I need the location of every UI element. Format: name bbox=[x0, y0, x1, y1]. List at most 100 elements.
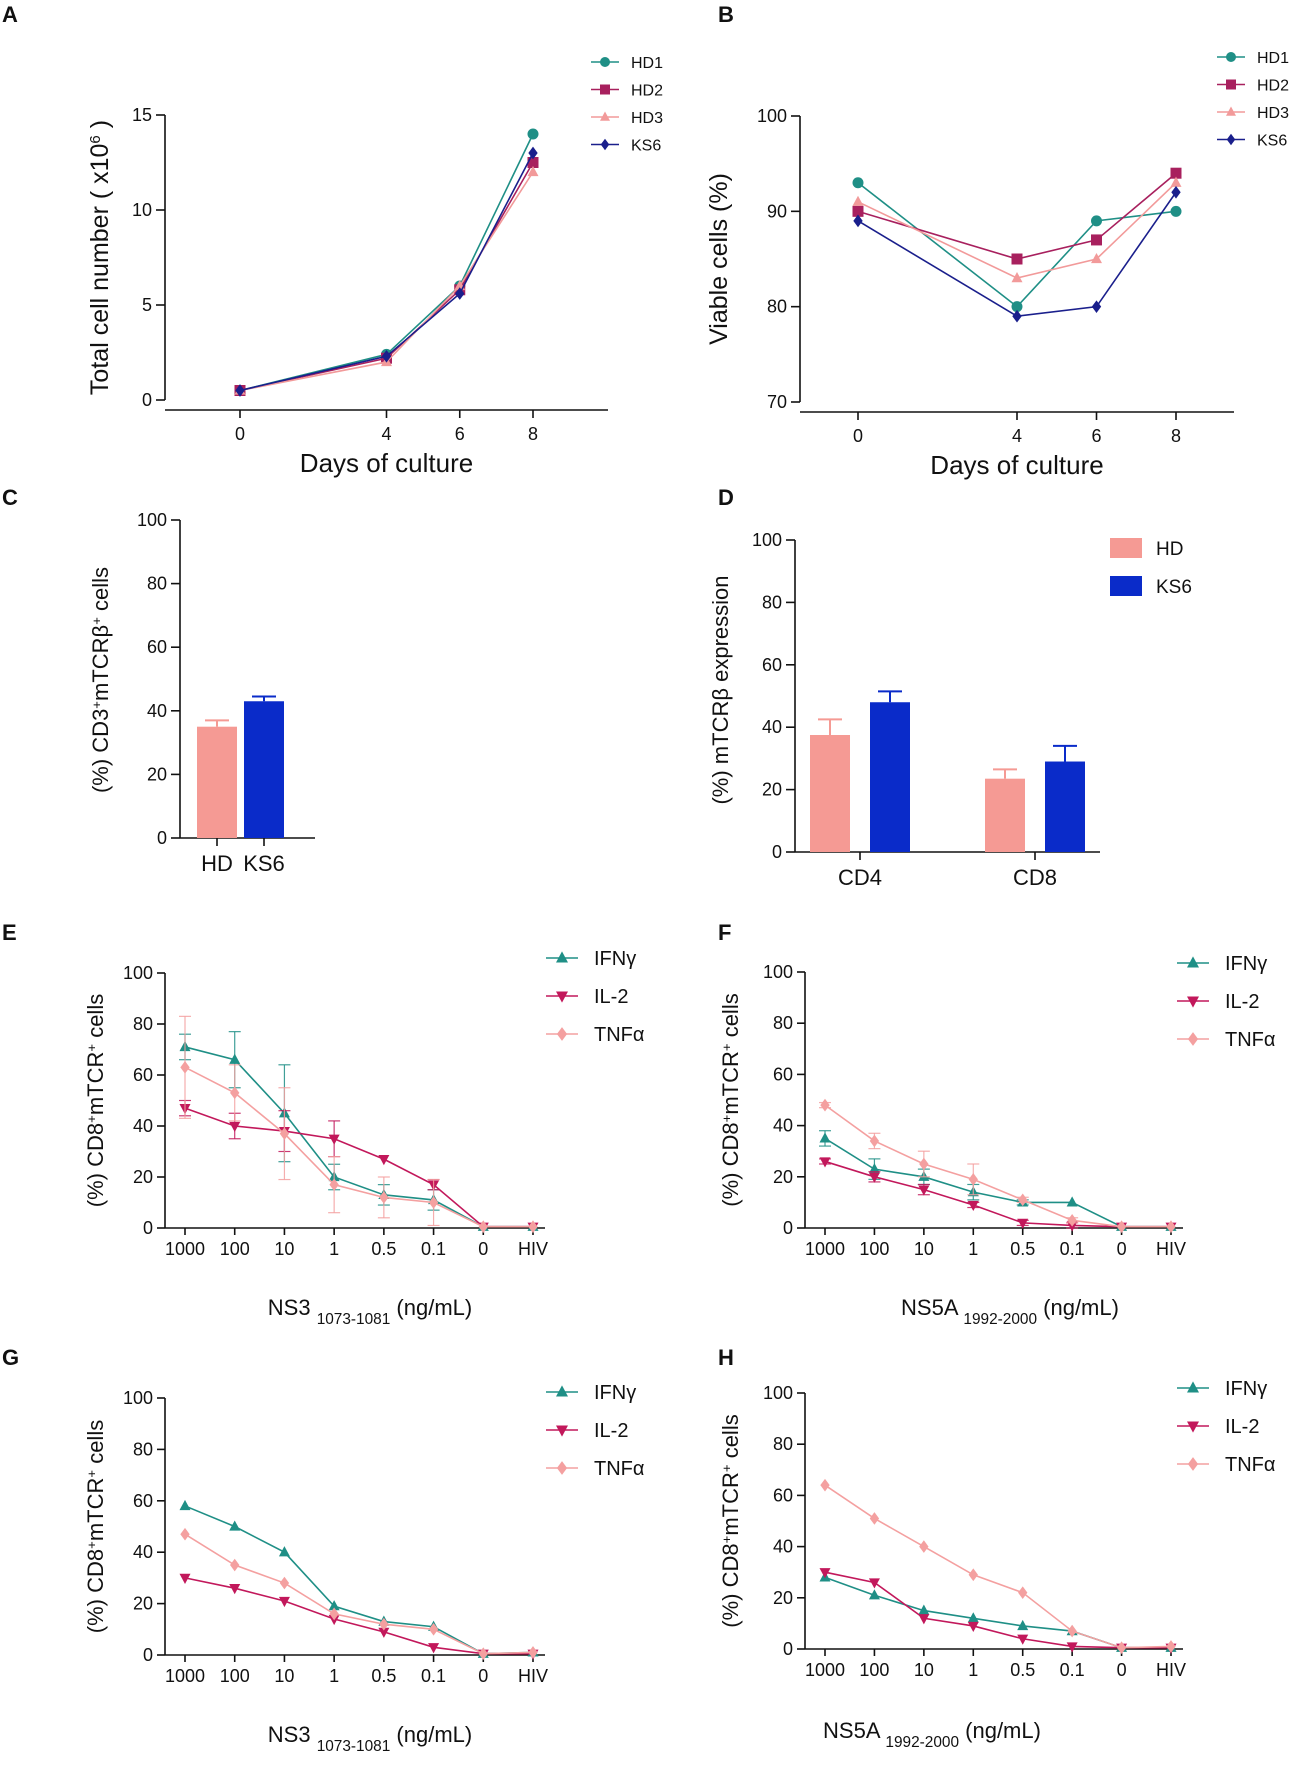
y-tick-label: 40 bbox=[133, 1116, 153, 1136]
x-tick-label: 10 bbox=[274, 1666, 294, 1686]
legend-label: HD1 bbox=[631, 55, 663, 72]
y-tick-label: 10 bbox=[132, 200, 152, 220]
y-axis-title-part: (%) mTCRβ expression bbox=[708, 575, 733, 804]
x-tick-label: HIV bbox=[1156, 1239, 1186, 1259]
y-axis-title-part: + bbox=[719, 1535, 734, 1543]
y-tick-label: 100 bbox=[752, 530, 782, 550]
panel-letter: A bbox=[2, 2, 18, 27]
y-axis-title-part: 6 bbox=[87, 135, 104, 143]
legend-swatch bbox=[1110, 576, 1142, 596]
legend-marker bbox=[556, 1385, 568, 1397]
point-TNFα bbox=[528, 1646, 538, 1659]
point-HD3 bbox=[852, 195, 864, 206]
legend-marker bbox=[1226, 52, 1236, 62]
point-TNFα bbox=[919, 1540, 929, 1553]
point-TNFα bbox=[230, 1086, 240, 1100]
x-tick-label: 6 bbox=[1091, 426, 1101, 446]
point-IL-2 bbox=[179, 1573, 191, 1584]
point-TNFα bbox=[869, 1512, 880, 1525]
point-HD1 bbox=[1011, 301, 1023, 313]
point-KS6 bbox=[853, 214, 863, 228]
point-TNFα bbox=[1116, 1220, 1127, 1234]
point-TNFα bbox=[379, 1617, 389, 1631]
y-axis-title-part: mTCR bbox=[718, 1051, 743, 1115]
series-line-IFNγ bbox=[824, 1137, 1171, 1228]
point-HD2 bbox=[1011, 253, 1023, 265]
point-TNFα bbox=[968, 1173, 978, 1186]
y-axis-title-part: + bbox=[89, 701, 104, 709]
point-IL-2 bbox=[819, 1157, 831, 1168]
y-tick-label: 100 bbox=[137, 510, 167, 530]
x-tick-label: 1 bbox=[329, 1239, 339, 1259]
y-axis-title-part: mTCR bbox=[83, 1478, 108, 1542]
point-IFNγ bbox=[229, 1053, 241, 1064]
y-tick-label: 100 bbox=[123, 1388, 153, 1408]
x-axis-title-part: NS3 bbox=[268, 1722, 311, 1747]
x-tick-label: 1000 bbox=[165, 1666, 205, 1686]
y-tick-label: 60 bbox=[133, 1065, 153, 1085]
point-IL-2 bbox=[1066, 1642, 1078, 1653]
y-tick-label: 40 bbox=[773, 1116, 793, 1136]
bar-HD-CD4 bbox=[810, 735, 850, 852]
legend-marker bbox=[1226, 79, 1236, 90]
y-axis-title-part: + bbox=[84, 1044, 99, 1052]
point-HD3 bbox=[1091, 252, 1102, 264]
y-tick-label: 0 bbox=[143, 1645, 153, 1665]
legend-label: HD1 bbox=[1257, 50, 1289, 67]
point-IL-2 bbox=[967, 1200, 979, 1212]
y-tick-label: 20 bbox=[773, 1588, 793, 1608]
point-TNFα bbox=[1018, 1193, 1028, 1207]
x-tick-label: 1 bbox=[968, 1239, 978, 1259]
legend-label: TNFα bbox=[1225, 1454, 1275, 1476]
panel-letter: F bbox=[718, 920, 731, 945]
x-axis-title: NS5A 1992-2000 (ng/mL) bbox=[823, 1718, 1041, 1751]
x-tick-label: 0.1 bbox=[1060, 1239, 1085, 1259]
y-axis-title-part: cells bbox=[718, 993, 743, 1043]
point-KS6 bbox=[1012, 309, 1022, 323]
y-axis-title: Total cell number ( x106 ) bbox=[86, 120, 114, 395]
legend-label: IL-2 bbox=[594, 1420, 628, 1442]
x-axis-title-part: (ng/mL) bbox=[1037, 1295, 1119, 1320]
point-TNFα bbox=[379, 1191, 389, 1204]
point-HD1 bbox=[1170, 205, 1182, 217]
y-tick-label: 0 bbox=[143, 1218, 153, 1238]
x-tick-label: 0.5 bbox=[371, 1666, 396, 1686]
point-IL-2 bbox=[918, 1185, 930, 1196]
y-axis-title-part: cells bbox=[83, 1420, 108, 1470]
panel-H: H 0 20 40 60 80 100 1000 100 10 1 0.5 0.1 0 HIV IFNγ IL-… bbox=[718, 1345, 1275, 1751]
y-tick-label: 60 bbox=[762, 655, 782, 675]
panel-letter: D bbox=[718, 485, 734, 510]
point-TNFα bbox=[230, 1558, 240, 1572]
legend-marker bbox=[1187, 1032, 1199, 1046]
bar-KS6 bbox=[244, 701, 284, 838]
point-TNFα bbox=[968, 1568, 978, 1582]
y-tick-label: 80 bbox=[133, 1439, 153, 1459]
y-tick-label: 0 bbox=[157, 828, 167, 848]
x-axis-title-part: NS3 bbox=[268, 1295, 311, 1320]
y-tick-label: 90 bbox=[767, 201, 787, 221]
point-IFNγ bbox=[1066, 1196, 1078, 1207]
panel-letter: G bbox=[2, 1345, 19, 1370]
point-TNFα bbox=[478, 1647, 488, 1661]
bar-KS6-CD4 bbox=[870, 702, 910, 852]
y-axis-title-part: + bbox=[719, 1043, 734, 1051]
legend-marker bbox=[1187, 996, 1199, 1008]
y-tick-label: 40 bbox=[762, 717, 782, 737]
point-TNFα bbox=[428, 1196, 439, 1209]
point-IL-2 bbox=[868, 1578, 880, 1589]
panel-letter: E bbox=[2, 920, 17, 945]
y-tick-label: 80 bbox=[773, 1434, 793, 1454]
y-axis-title-part: (%) CD8 bbox=[718, 1122, 743, 1206]
x-tick-label: CD8 bbox=[1013, 865, 1057, 890]
legend-marker bbox=[1187, 1457, 1199, 1471]
legend-label: IL-2 bbox=[1225, 991, 1259, 1013]
y-tick-label: 70 bbox=[767, 392, 787, 412]
y-tick-label: 100 bbox=[763, 1383, 793, 1403]
legend-marker bbox=[1226, 106, 1236, 116]
point-TNFα bbox=[1166, 1640, 1176, 1653]
legend-label: IFNγ bbox=[1225, 1378, 1267, 1400]
legend-marker bbox=[556, 991, 568, 1003]
point-TNFα bbox=[919, 1157, 929, 1171]
legend-marker bbox=[556, 1027, 568, 1041]
